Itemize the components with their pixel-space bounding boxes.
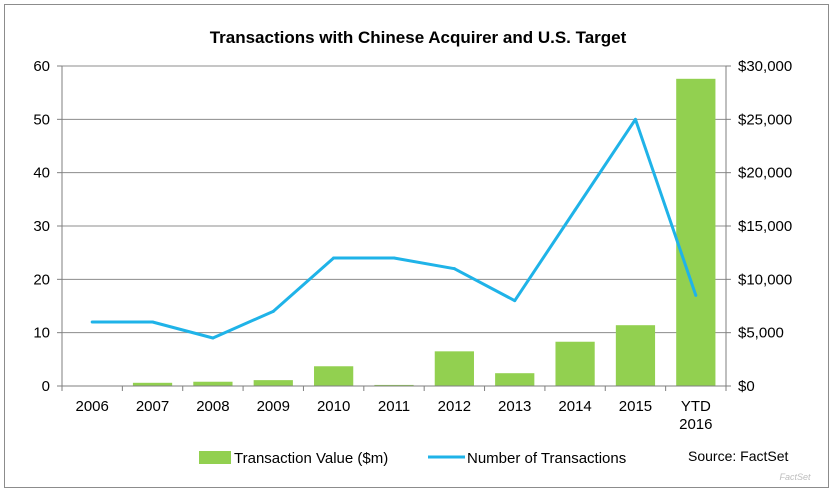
legend-swatch-bars	[199, 451, 231, 464]
y-right-tick-label: $30,000	[738, 58, 792, 75]
line-series	[90, 117, 698, 340]
line-point	[332, 256, 336, 260]
y-right-tick-label: $0	[738, 378, 755, 395]
x-tick-label: 2007	[136, 398, 169, 415]
y-right-tick-label: $10,000	[738, 271, 792, 288]
y-left-tick-label: 30	[33, 218, 50, 235]
y-left-tick-label: 40	[33, 165, 50, 182]
line-point	[271, 309, 275, 313]
bar	[676, 78, 716, 387]
bar	[434, 351, 474, 386]
x-tick-label: 2014	[558, 398, 591, 415]
line-point	[90, 320, 94, 324]
y-right-tick-label: $25,000	[738, 111, 792, 128]
x-tick-label: 2013	[498, 398, 531, 415]
series-line	[92, 117, 698, 340]
chart-title: Transactions with Chinese Acquirer and U…	[210, 28, 627, 47]
y-right-tick-label: $20,000	[738, 165, 792, 182]
y-left-tick-label: 10	[33, 325, 50, 342]
bar	[374, 384, 414, 386]
bar	[555, 341, 595, 386]
x-tick-label: 2012	[438, 398, 471, 415]
line-point	[452, 267, 456, 271]
line-point	[694, 293, 698, 297]
line-point	[513, 299, 517, 303]
line-point	[633, 117, 637, 121]
x-tick-label: 2015	[619, 398, 652, 415]
line-point	[392, 256, 396, 260]
line-point	[573, 208, 577, 212]
bar	[314, 366, 354, 386]
y-left-tick-label: 0	[42, 378, 50, 395]
x-tick-label: 2006	[75, 398, 108, 415]
y-right-tick-label: $15,000	[738, 218, 792, 235]
y-left-tick-label: 60	[33, 58, 50, 75]
line-point	[211, 336, 215, 340]
y-right-tick-label: $5,000	[738, 325, 784, 342]
source-note: Source: FactSet	[688, 448, 788, 464]
legend-label-line: Number of Transactions	[467, 450, 626, 467]
axes: 0 10 20 30 40 50 60 $0 $5,000 $10,000 $15,000 $20,0…	[33, 58, 792, 433]
y-left-tick-label: 20	[33, 271, 50, 288]
x-tick-label: 2010	[317, 398, 350, 415]
x-tick-label: 2009	[257, 398, 290, 415]
y-left-tick-label: 50	[33, 111, 50, 128]
legend-label-bars: Transaction Value ($m)	[234, 450, 388, 467]
watermark-logo: FactSet	[779, 472, 811, 482]
bar	[193, 381, 233, 386]
bar-series	[132, 78, 716, 387]
x-tick-label: 2011	[378, 398, 410, 415]
line-point	[151, 320, 155, 324]
bar	[253, 380, 293, 386]
bar	[132, 382, 173, 386]
x-tick-label: YTD 2016	[679, 398, 712, 433]
x-tick-label: 2008	[196, 398, 229, 415]
legend: Transaction Value ($m) Number of Transac…	[199, 450, 626, 467]
bar	[495, 373, 535, 386]
gridlines	[62, 65, 726, 334]
bar	[615, 325, 656, 386]
